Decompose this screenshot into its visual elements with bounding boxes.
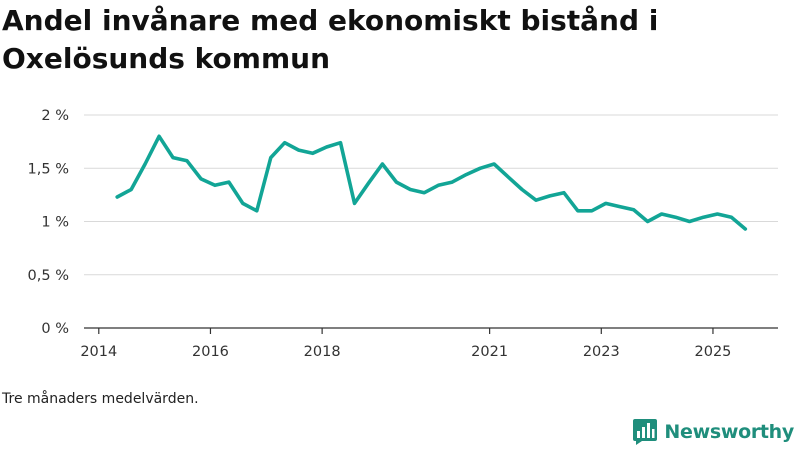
newsworthy-logo-icon bbox=[633, 419, 658, 445]
footnote: Tre månaders medelvärden. bbox=[2, 391, 199, 407]
logo-bar bbox=[652, 429, 655, 438]
y-tick-label: 1 % bbox=[41, 215, 69, 231]
x-axis-tick-labels: 2014 2016 2018 2021 2023 2025 bbox=[80, 344, 731, 360]
y-tick-label: 0,5 % bbox=[28, 268, 69, 284]
line-chart: 0 % 0,5 % 1 % 1,5 % 2 % 2014 2016 2018 2021 2023… bbox=[28, 108, 778, 360]
logo-bar bbox=[642, 427, 646, 438]
y-axis-tick-labels: 0 % 0,5 % 1 % 1,5 % 2 % bbox=[28, 108, 69, 337]
gridlines bbox=[84, 114, 778, 276]
brand-logo[interactable]: Newsworthy bbox=[632, 417, 794, 447]
x-tick-label: 2023 bbox=[583, 344, 620, 360]
x-tick-label: 2016 bbox=[192, 344, 229, 360]
x-tick-label: 2021 bbox=[471, 344, 508, 360]
series-line bbox=[115, 134, 748, 231]
brand-name: Newsworthy bbox=[664, 421, 794, 443]
x-tick-label: 2014 bbox=[80, 344, 117, 360]
y-tick-label: 1,5 % bbox=[28, 161, 69, 177]
y-tick-label: 0 % bbox=[41, 321, 69, 337]
y-tick-label: 2 % bbox=[41, 108, 69, 124]
logo-bar bbox=[637, 431, 641, 438]
logo-bar bbox=[647, 423, 651, 438]
x-tick-label: 2025 bbox=[695, 344, 732, 360]
chart-title: Andel invånare med ekonomiskt bistånd i … bbox=[2, 4, 659, 75]
x-tick-label: 2018 bbox=[304, 344, 341, 360]
series-layer bbox=[115, 134, 748, 231]
x-axis bbox=[84, 327, 778, 334]
